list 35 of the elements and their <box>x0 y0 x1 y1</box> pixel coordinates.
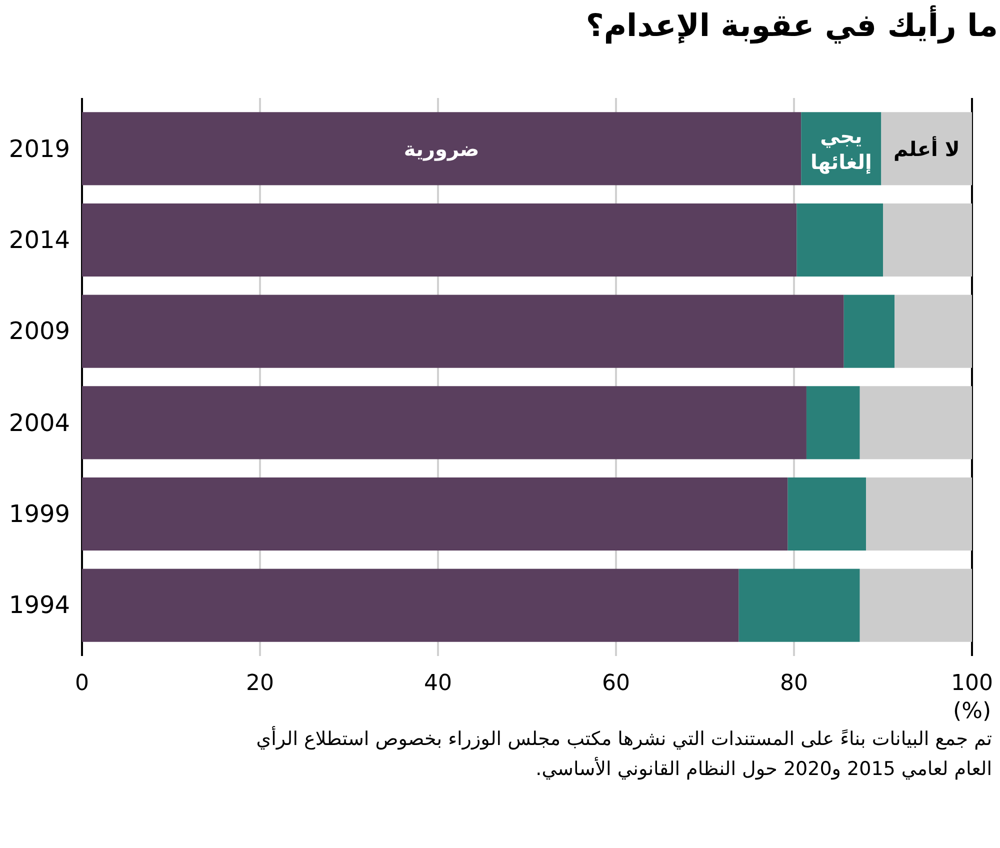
y-tick-label: 2009 <box>8 316 70 346</box>
y-tick-label: 2004 <box>8 408 70 438</box>
bar <box>806 386 860 460</box>
bar <box>82 477 788 551</box>
bar <box>860 386 972 460</box>
bar <box>738 568 860 642</box>
bar <box>881 112 972 186</box>
bar <box>796 203 883 277</box>
bar <box>82 294 844 368</box>
x-axis-title: (%) <box>953 698 992 726</box>
y-tick-label: 1994 <box>8 590 70 620</box>
x-tick-label: 100 <box>951 670 993 698</box>
bar <box>82 568 739 642</box>
y-tick-label: 2014 <box>8 225 70 255</box>
series-label: يجي إلغائها <box>809 122 873 175</box>
chart-title: ما رأيك في عقوبة الإعدام؟ <box>586 4 998 46</box>
bar <box>82 203 797 277</box>
x-tick-label: 40 <box>424 670 452 698</box>
y-tick-label: 1999 <box>8 499 70 529</box>
x-tick-label: 60 <box>602 670 630 698</box>
x-tick-label: 20 <box>246 670 274 698</box>
x-tick-label: 0 <box>75 670 89 698</box>
bar <box>860 568 972 642</box>
bar <box>82 112 802 186</box>
bar <box>894 294 972 368</box>
series-label: لا أعلم <box>892 136 961 162</box>
bar <box>883 203 972 277</box>
bar <box>866 477 972 551</box>
bar <box>844 294 895 368</box>
bar <box>788 477 866 551</box>
text: تم جمع البيانات بناءً على المستندات التي نشرها مكتب مجلس الوزراء بخصوص استطلاع الرأي العام لعامي 2015 و2020 حول النظام القانوني الأساسي. <box>255 725 992 782</box>
bar <box>82 386 806 460</box>
series-label: ضرورية <box>402 136 480 162</box>
y-tick-label: 2019 <box>8 134 70 164</box>
x-tick-label: 80 <box>780 670 808 698</box>
